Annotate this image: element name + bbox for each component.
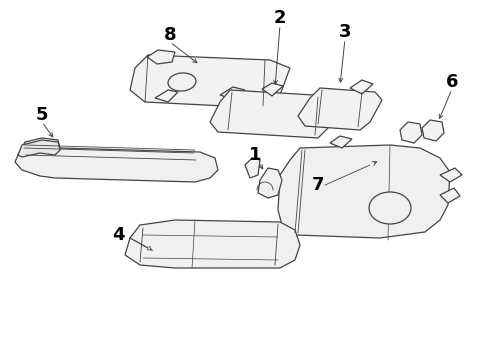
Polygon shape [422,120,444,141]
Polygon shape [147,50,175,64]
Text: 6: 6 [446,73,458,91]
Text: 8: 8 [164,26,176,44]
Polygon shape [440,188,460,203]
Polygon shape [18,140,60,157]
Polygon shape [440,168,462,182]
Text: 4: 4 [112,226,124,244]
Polygon shape [330,136,352,148]
Polygon shape [15,138,218,182]
Polygon shape [245,158,260,178]
Text: 5: 5 [36,106,48,124]
Text: 3: 3 [339,23,351,41]
Ellipse shape [369,192,411,224]
Text: 7: 7 [312,176,324,194]
Polygon shape [130,55,290,108]
Polygon shape [400,122,422,143]
Ellipse shape [168,73,196,91]
Polygon shape [210,90,340,138]
Polygon shape [278,145,450,238]
Polygon shape [155,90,178,102]
Polygon shape [125,220,300,268]
Polygon shape [258,168,282,198]
Polygon shape [220,87,245,100]
Polygon shape [350,80,373,94]
Polygon shape [262,83,283,96]
Polygon shape [298,88,382,130]
Text: 1: 1 [249,146,261,164]
Text: 2: 2 [274,9,286,27]
